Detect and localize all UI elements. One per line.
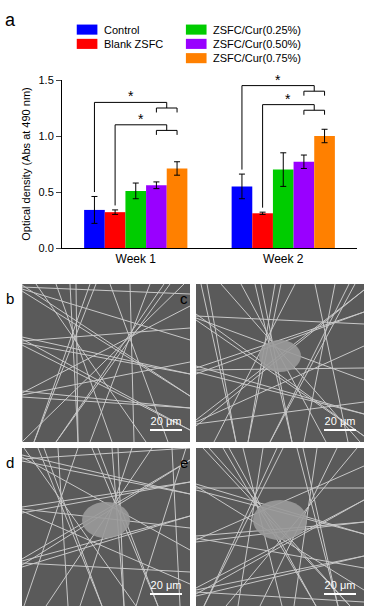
svg-text:*: * [128, 88, 134, 104]
svg-text:1.0: 1.0 [39, 130, 54, 142]
svg-text:0.0: 0.0 [39, 242, 54, 254]
svg-text:20 μm: 20 μm [325, 579, 356, 591]
svg-text:20 μm: 20 μm [151, 579, 182, 591]
svg-text:0.5: 0.5 [39, 186, 54, 198]
svg-text:Blank ZSFC: Blank ZSFC [104, 38, 163, 50]
html-text:c: c [180, 290, 188, 307]
svg-text:*: * [138, 111, 144, 127]
svg-text:Optical density (Abs at 490 nm: Optical density (Abs at 490 nm) [20, 87, 32, 240]
svg-text:20 μm: 20 μm [151, 415, 182, 427]
svg-text:ZSFC/Cur(0.25%): ZSFC/Cur(0.25%) [213, 24, 301, 36]
svg-text:20 μm: 20 μm [325, 415, 356, 427]
svg-text:*: * [285, 91, 291, 107]
svg-text:ZSFC/Cur(0.75%): ZSFC/Cur(0.75%) [213, 52, 301, 64]
svg-text:a: a [5, 10, 16, 30]
svg-text:Control: Control [104, 24, 139, 36]
svg-text:1.5: 1.5 [39, 74, 54, 86]
html-text:d: d [6, 454, 15, 471]
html-text:b: b [6, 290, 15, 307]
svg-text:Week 2: Week 2 [263, 252, 304, 266]
svg-text:Week 1: Week 1 [116, 252, 157, 266]
svg-text:*: * [275, 72, 281, 88]
html-text:e: e [180, 454, 189, 471]
svg-text:ZSFC/Cur(0.50%): ZSFC/Cur(0.50%) [213, 38, 301, 50]
